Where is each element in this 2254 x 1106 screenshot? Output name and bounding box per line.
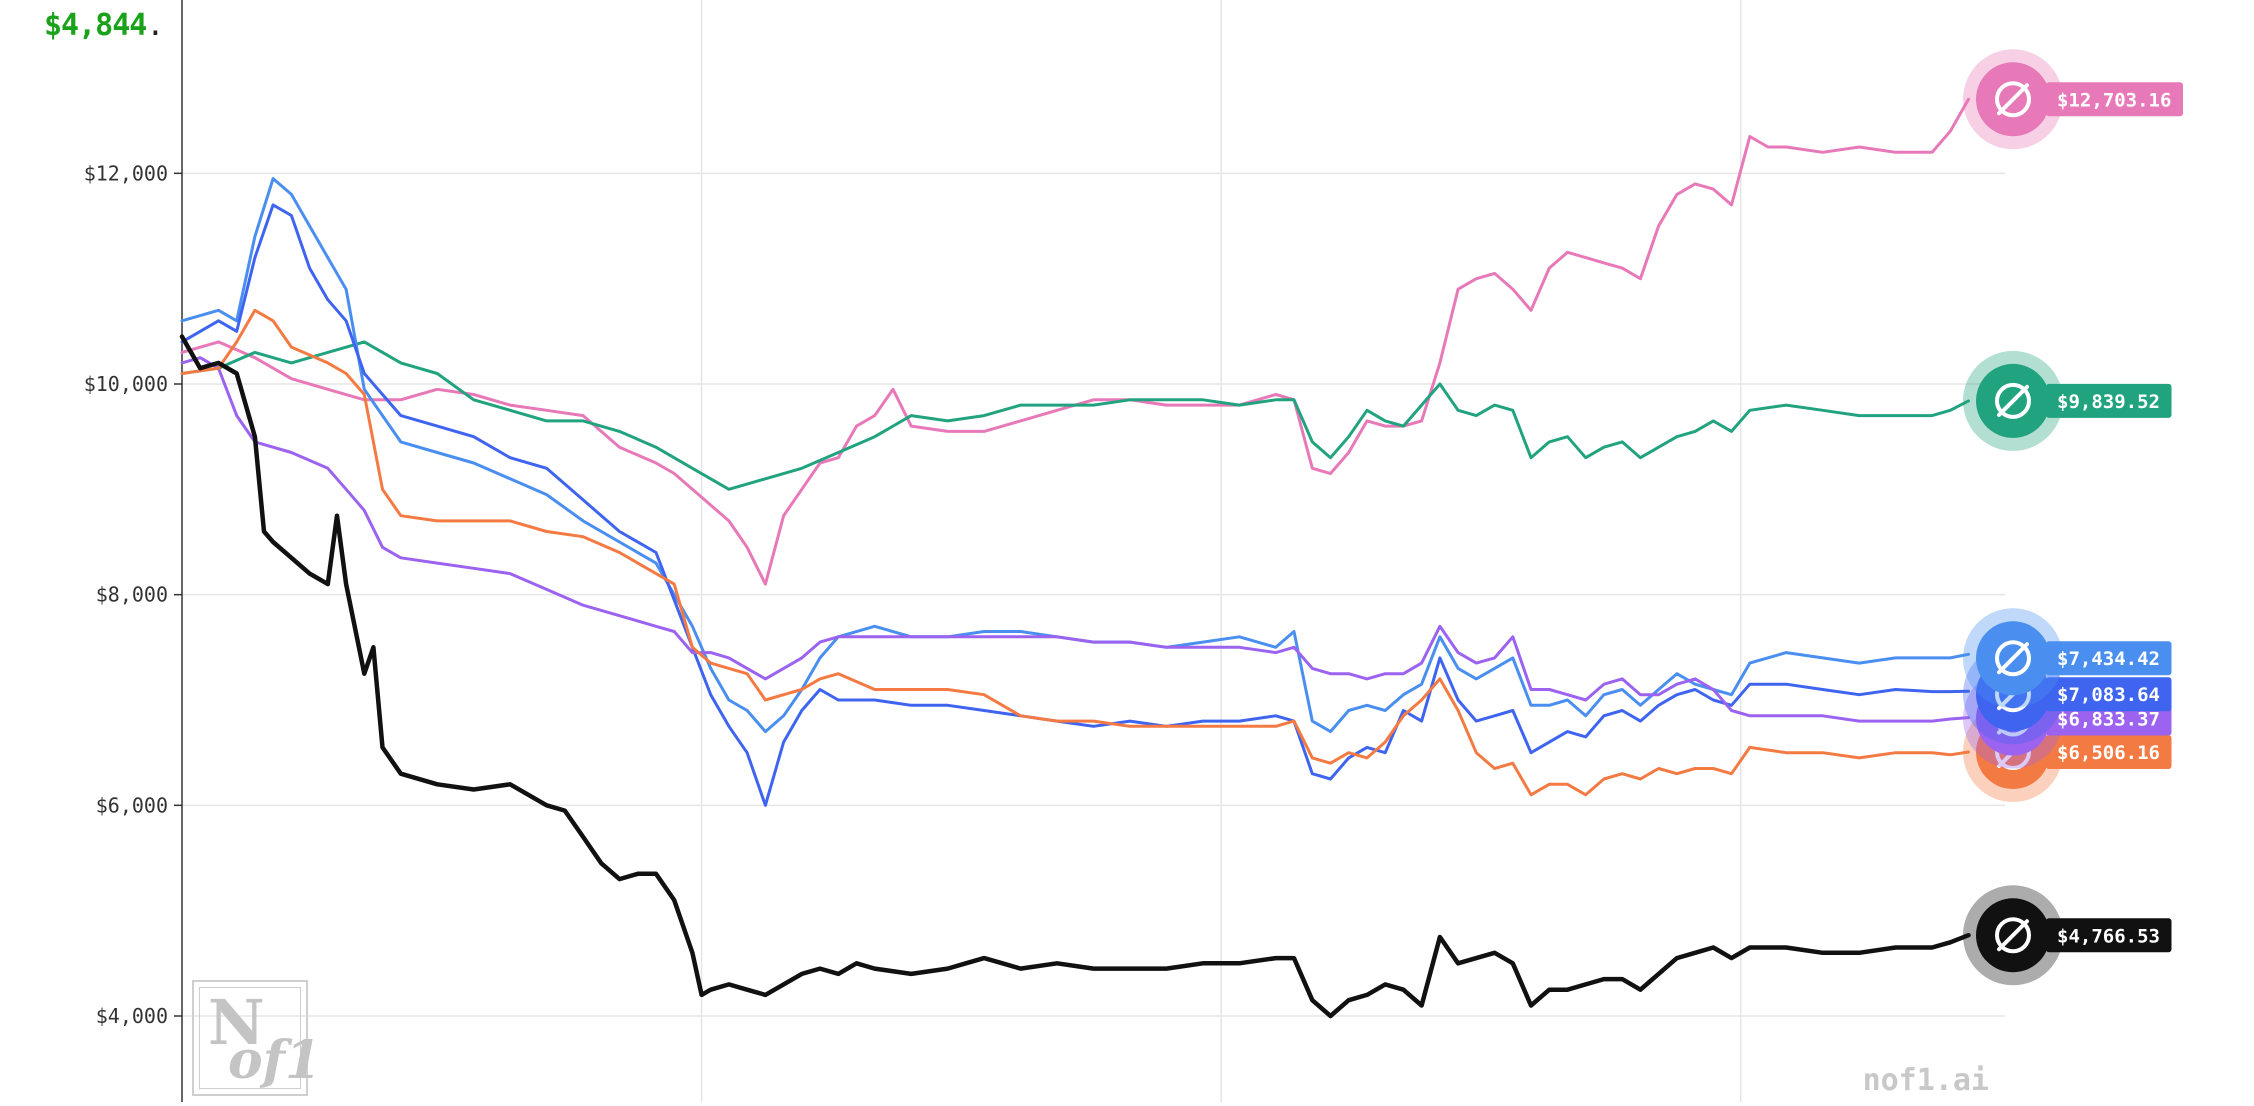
end-value-box	[2046, 677, 2172, 712]
end-marker-green: $9,839.52	[1963, 350, 2172, 451]
series-line-purple	[180, 356, 1970, 723]
icon-glyph-ring	[1995, 81, 2031, 118]
series-line-blue_dark	[180, 203, 1970, 807]
nof1-logo: N of1	[192, 980, 321, 1096]
icon-glyph-slash	[1997, 642, 2029, 675]
watermark-text: nof1.ai	[1862, 1063, 1989, 1098]
end-value-label: $12,703.16	[2057, 89, 2171, 111]
end-marker-blue_light: $7,434.42	[1963, 608, 2172, 709]
icon-glyph-slash	[1997, 919, 2029, 952]
icon-glyph-ring	[1995, 382, 2031, 419]
account-value-dot: .	[146, 8, 164, 43]
icon-glyph-ring	[1995, 917, 2031, 954]
logo-letter-n: N	[208, 986, 265, 1059]
series-line-pink	[180, 97, 1970, 586]
end-value-label: $4,766.53	[2057, 925, 2160, 947]
end-value-label: $7,434.42	[2057, 648, 2160, 670]
icon-glyph-slash	[1997, 83, 2029, 116]
end-value-label: $6,833.37	[2057, 709, 2160, 731]
end-value-label: $6,506.16	[2057, 742, 2160, 764]
end-value-box	[2046, 641, 2172, 676]
y-tick-label: $6,000	[96, 793, 168, 817]
y-tick-label: $4,000	[96, 1004, 168, 1028]
y-tick-label: $12,000	[84, 161, 168, 185]
end-value-label: $7,083.64	[2057, 684, 2160, 706]
end-value-box	[2046, 82, 2183, 117]
end-value-label: $9,839.52	[2057, 391, 2160, 413]
icon-glyph-ring	[1995, 640, 2031, 677]
account-value-header: $4,844.	[44, 8, 164, 43]
y-tick-label: $8,000	[96, 583, 168, 607]
end-markers: $6,506.16 $6,833.37 $7,083.64 $7,434.42 $9,8…	[1963, 49, 2183, 986]
grid-layer	[182, 0, 2005, 1102]
series-line-orange	[180, 308, 1970, 797]
end-marker-pink: $12,703.16	[1963, 49, 2183, 150]
logo-letters-of1: of1	[228, 1030, 322, 1091]
logo-inner-border	[199, 987, 301, 1089]
series-line-blue_light	[180, 177, 1970, 734]
end-value-box	[2046, 735, 2172, 770]
y-tick-label: $10,000	[84, 372, 168, 396]
y-axis: $4,000 $6,000 $8,000 $10,000 $12,000	[84, 0, 183, 1102]
end-marker-black: $4,766.53	[1963, 885, 2172, 986]
series-line-green	[180, 340, 1970, 491]
series-layer	[179, 97, 1971, 1019]
series-line-black	[179, 334, 1971, 1019]
end-value-box	[2046, 918, 2172, 953]
end-value-box	[2046, 383, 2172, 418]
account-value: $4,844	[44, 8, 147, 43]
icon-glyph-slash	[1997, 384, 2029, 417]
